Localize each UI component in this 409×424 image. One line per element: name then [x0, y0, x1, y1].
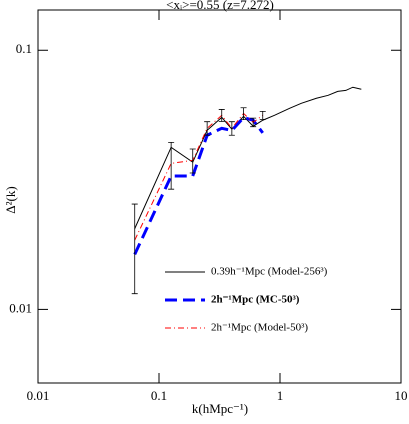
legend-label: 2h⁻¹Mpc (Model-50³) [211, 322, 308, 334]
error-bar [240, 107, 247, 121]
y-tick-label: 0.01 [9, 300, 32, 315]
error-bar [204, 121, 211, 136]
legend-label: 2h⁻¹Mpc (MC-50³) [211, 294, 300, 306]
error-bar [168, 141, 175, 190]
error-bar [228, 121, 235, 136]
plot-frame [37, 9, 402, 384]
x-axis-label: k(hMpc⁻¹) [192, 401, 248, 416]
y-tick-label: 0.1 [16, 41, 32, 56]
series-line [134, 112, 264, 241]
x-tick-label: 0.1 [151, 388, 167, 403]
series-line [134, 86, 362, 229]
error-bar [131, 203, 138, 295]
x-tick-label: 0.01 [27, 388, 50, 403]
legend-label: 0.39h⁻¹Mpc (Model-256³) [211, 266, 328, 278]
chart-title: <xᵢ>=0.55 (z=7.272) [166, 0, 274, 12]
series-line [133, 115, 264, 256]
x-tick-label: 1 [277, 388, 284, 403]
error-bar [218, 109, 225, 122]
y-axis-label: Δ²(k) [3, 186, 18, 213]
x-tick-label: 10 [395, 388, 408, 403]
error-bar [259, 110, 266, 120]
error-bar [189, 148, 196, 174]
error-bar [250, 117, 257, 128]
